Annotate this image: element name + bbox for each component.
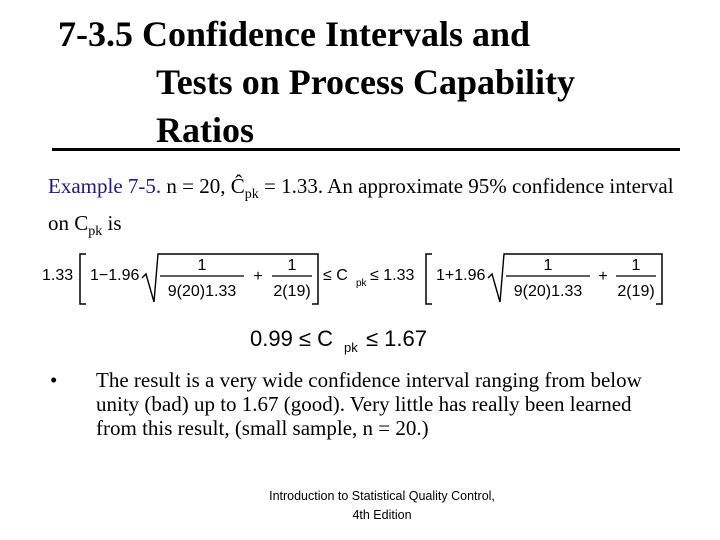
leq-coefficient: ≤ 1.33 bbox=[370, 267, 414, 284]
coefficient-left: 1.33 bbox=[42, 267, 73, 284]
subscript-pk: pk bbox=[356, 278, 368, 289]
subscript-pk: pk bbox=[344, 340, 358, 355]
one-minus-term: 1−1.96 bbox=[90, 267, 139, 284]
left-bracket-open bbox=[79, 253, 86, 305]
title-line-2: Tests on Process Capability bbox=[156, 62, 576, 102]
example-label: Example 7-5. bbox=[48, 174, 162, 198]
numerator-b: 1 bbox=[288, 257, 297, 274]
plus-sign: + bbox=[598, 268, 607, 285]
right-bracket-close bbox=[656, 253, 663, 305]
example-text-c: is bbox=[102, 211, 122, 236]
one-plus-term: 1+1.96 bbox=[436, 267, 485, 284]
example-paragraph: Example 7-5. n = 20, Ĉpk = 1.33. An appr… bbox=[48, 172, 688, 246]
denominator-c: 9(20)1.33 bbox=[514, 283, 583, 300]
example-text-a: n = 20, Ĉ bbox=[161, 174, 245, 198]
numerator-c: 1 bbox=[544, 257, 553, 274]
sqrt-sign-right bbox=[487, 253, 656, 303]
result-lower: 0.99 ≤ C bbox=[250, 326, 333, 351]
example-text-b: = 1.33. An approximate 95% confidence in… bbox=[48, 174, 674, 236]
title-line-3: Ratios bbox=[156, 110, 254, 150]
result-upper: ≤ 1.67 bbox=[366, 326, 427, 351]
slide-title: 7-3.5 Confidence Intervals and Tests on … bbox=[58, 10, 575, 154]
sqrt-sign-left bbox=[141, 253, 312, 303]
plus-sign: + bbox=[253, 268, 262, 285]
numerator-d: 1 bbox=[632, 257, 641, 274]
right-bracket-open bbox=[425, 253, 432, 305]
confidence-interval-formula: 1.33 1−1.96 1 9(20)1.33 + 1 2(19) ≤ C pk… bbox=[42, 253, 663, 305]
leq-cpk: ≤ C bbox=[323, 267, 348, 284]
title-divider bbox=[52, 148, 680, 151]
subscript-pk: pk bbox=[88, 224, 103, 240]
denominator-b: 2(19) bbox=[273, 283, 310, 300]
denominator-d: 2(19) bbox=[617, 283, 654, 300]
left-bracket-close bbox=[312, 253, 319, 305]
footer-line-1: Introduction to Statistical Quality Cont… bbox=[269, 489, 495, 503]
footer: Introduction to Statistical Quality Cont… bbox=[232, 487, 532, 525]
numerator-a: 1 bbox=[198, 257, 207, 274]
bullet-icon: • bbox=[50, 368, 58, 392]
subscript-pk: pk bbox=[244, 187, 259, 203]
bullet-text: The result is a very wide confidence int… bbox=[96, 368, 642, 440]
interval-result: 0.99 ≤ C pk ≤ 1.67 bbox=[250, 326, 427, 355]
title-line-1: 7-3.5 Confidence Intervals and bbox=[58, 14, 531, 54]
footer-line-2: 4th Edition bbox=[352, 508, 412, 522]
denominator-a: 9(20)1.33 bbox=[168, 283, 237, 300]
